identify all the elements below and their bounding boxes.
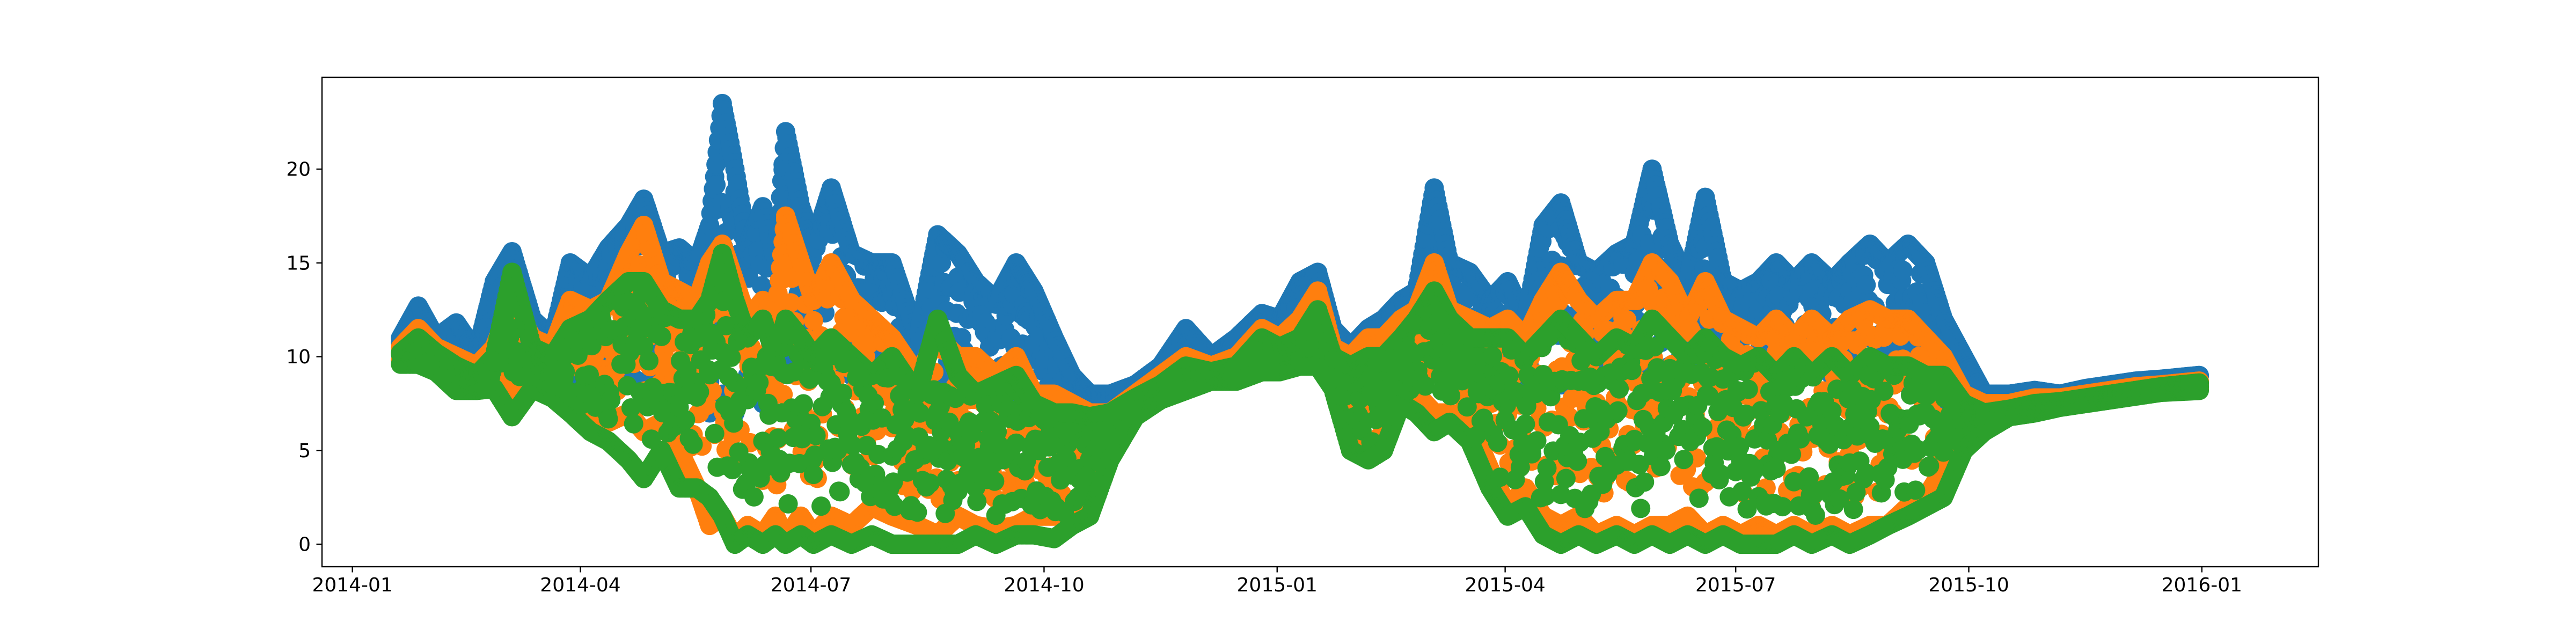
data-point	[949, 282, 969, 302]
series-layer	[391, 93, 2209, 554]
data-point	[932, 253, 952, 273]
data-point	[706, 175, 726, 195]
data-point	[1893, 260, 1913, 280]
